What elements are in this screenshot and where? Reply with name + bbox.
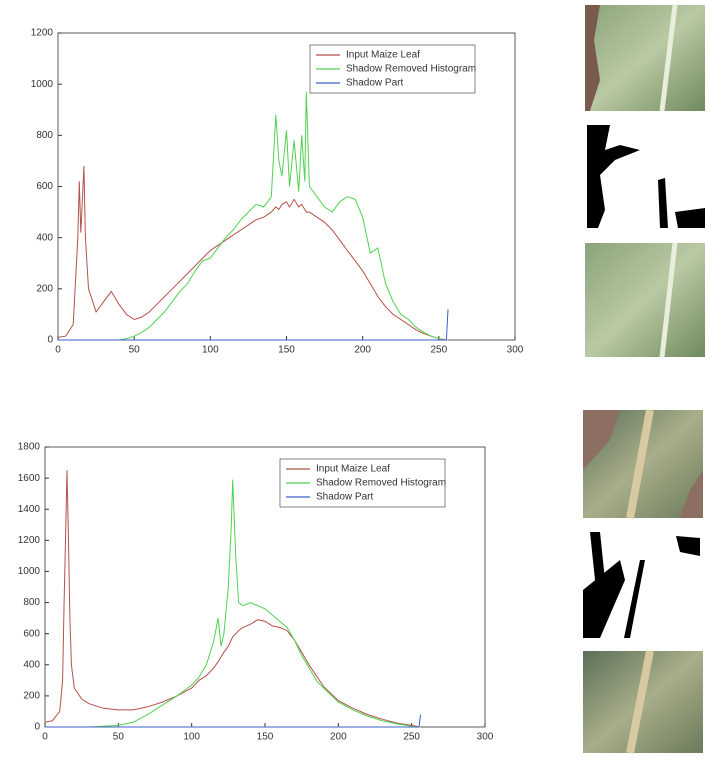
x-tick-label: 0 [42, 732, 48, 743]
x-tick-label: 50 [129, 345, 141, 356]
legend-label: Shadow Part [316, 492, 373, 503]
y-tick-label: 800 [36, 130, 53, 141]
x-tick-label: 0 [55, 345, 61, 356]
y-tick-label: 1200 [31, 28, 54, 39]
x-tick-label: 300 [507, 345, 524, 356]
legend-box [309, 44, 476, 94]
leaf-image [585, 5, 705, 111]
x-tick-label: 250 [430, 345, 447, 356]
y-tick-label: 400 [36, 232, 53, 243]
legend-label: Shadow Removed Histogram [316, 478, 446, 489]
y-tick-label: 600 [23, 628, 40, 639]
leaf-vein [626, 650, 654, 754]
x-tick-label: 100 [183, 732, 200, 743]
leaf-vein [659, 242, 678, 358]
background-patch [583, 410, 703, 518]
x-tick-label: 300 [477, 732, 494, 743]
x-tick-label: 200 [354, 345, 371, 356]
y-tick-label: 200 [23, 691, 40, 702]
x-tick-label: 150 [278, 345, 295, 356]
y-tick-label: 1400 [18, 504, 41, 515]
y-tick-label: 1000 [31, 79, 54, 90]
thumbnails-bottom [583, 409, 703, 754]
legend-label: Shadow Removed Histogram [346, 64, 476, 75]
series-line [57, 165, 448, 341]
chart: 0 50 100 150 200 250 300 0 200 400 600 800 1000 1200 I… [31, 28, 524, 356]
leaf-vein [626, 409, 654, 519]
y-tick-label: 1000 [18, 566, 41, 577]
x-tick-label: 100 [202, 345, 219, 356]
x-tick-label: 250 [403, 732, 420, 743]
y-tick-label: 0 [47, 335, 53, 346]
y-tick-label: 1600 [18, 473, 41, 484]
series-line [58, 309, 449, 341]
y-tick-label: 600 [36, 181, 53, 192]
series-line [45, 714, 421, 728]
y-tick-label: 200 [36, 283, 53, 294]
x-tick-label: 150 [257, 732, 274, 743]
series-line [44, 470, 421, 728]
legend-label: Input Maize Leaf [316, 464, 390, 475]
chart: 0 50 100 150 200 250 300 0 200 400 600 800 1000 1200 1… [18, 442, 494, 743]
y-tick-label: 400 [23, 659, 40, 670]
legend-label: Input Maize Leaf [346, 50, 420, 61]
background-patch [585, 5, 600, 111]
y-tick-label: 800 [23, 597, 40, 608]
y-tick-label: 1800 [18, 442, 41, 453]
y-tick-label: 0 [34, 722, 40, 733]
leaf-image [585, 243, 705, 357]
thumbnails-top [585, 4, 705, 358]
legend-label: Shadow Part [346, 78, 403, 89]
y-tick-label: 1200 [18, 535, 41, 546]
x-tick-label: 200 [330, 732, 347, 743]
leaf-vein [659, 4, 678, 112]
mask-shape [587, 125, 705, 228]
x-tick-label: 50 [113, 732, 125, 743]
mask-shape [583, 532, 700, 638]
